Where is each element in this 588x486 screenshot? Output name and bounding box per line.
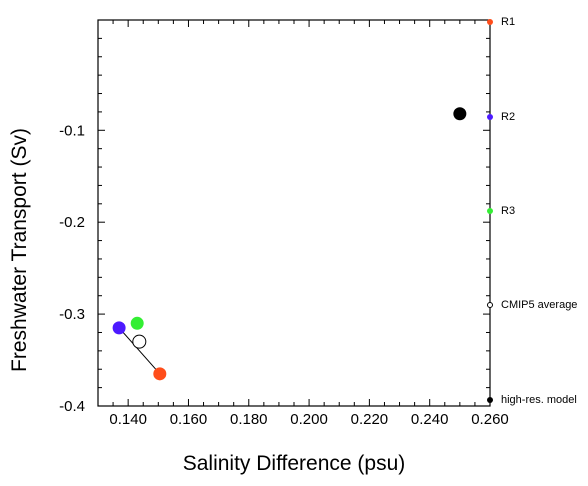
y-tick-label: -0.1 [59, 122, 85, 139]
x-axis-title: Salinity Difference (psu) [182, 452, 406, 475]
legend-label-high-res: high-res. model [501, 394, 577, 406]
legend-label-r2: R2 [501, 111, 516, 123]
legend-label-cmip5: CMIP5 average [501, 299, 578, 311]
x-tick-label: 0.260 [471, 411, 509, 428]
legend-marker-cmip5 [487, 302, 493, 308]
x-tick-label: 0.220 [351, 411, 389, 428]
x-tick-label: 0.240 [411, 411, 449, 428]
legend-marker-high-res [487, 397, 493, 403]
x-tick-label: 0.160 [170, 411, 208, 428]
legend-label-r1: R1 [501, 16, 516, 28]
data-point-r2 [112, 321, 126, 335]
legend-item-cmip5: CMIP5 average [484, 298, 577, 312]
legend-item-high-res: high-res. model [484, 393, 577, 407]
legend-label-r3: R3 [501, 205, 516, 217]
legend-marker-r1 [487, 19, 493, 25]
data-point-cmip5-average [132, 334, 147, 349]
x-tick-label: 0.180 [230, 411, 268, 428]
legend-item-r1: R1 [484, 15, 515, 29]
data-point-r1 [153, 367, 167, 381]
legend-marker-r2 [487, 114, 493, 120]
legend-item-r2: R2 [484, 110, 515, 124]
x-tick-label: 0.140 [109, 411, 147, 428]
data-point-r3 [130, 316, 144, 330]
legend: R1 R2 R3 CMIP5 average high-res. model [484, 0, 588, 486]
legend-marker-r3 [487, 208, 493, 214]
y-tick-label: -0.3 [59, 306, 85, 323]
plot-frame [97, 19, 491, 407]
y-axis-title-text: Freshwater Transport (Sv) [8, 128, 31, 372]
x-tick-label: 0.200 [290, 411, 328, 428]
legend-item-r3: R3 [484, 204, 515, 218]
y-tick-label: -0.2 [59, 214, 85, 231]
data-point-high-res-model [453, 107, 467, 121]
y-tick-label: -0.4 [59, 398, 85, 415]
connector-line [118, 327, 161, 375]
